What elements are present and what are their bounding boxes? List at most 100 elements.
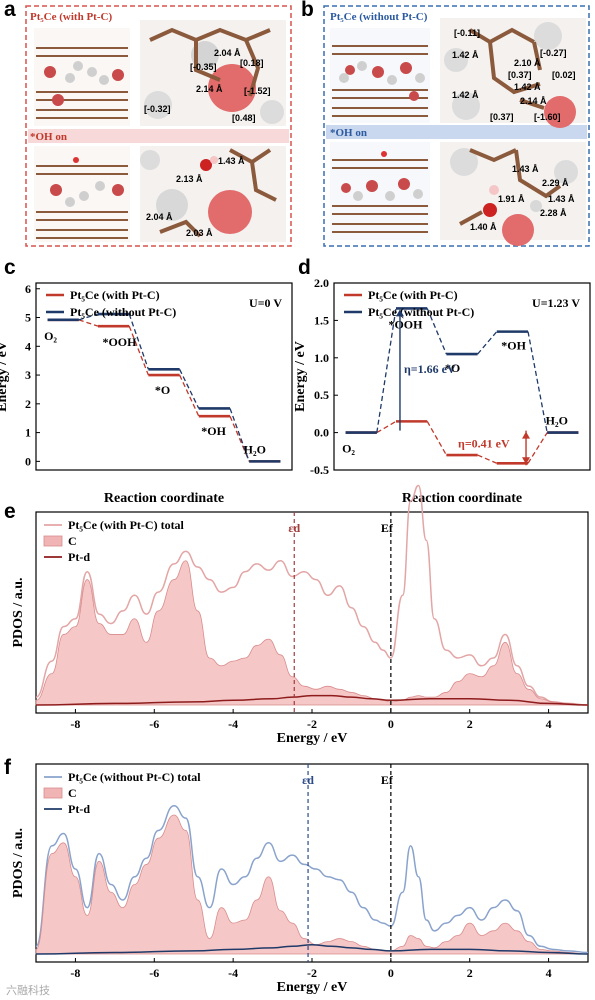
chart-f-series-2-line	[35, 943, 589, 955]
panel-a-value-9: 2.13 Å	[176, 174, 203, 184]
panel-a-top-label: Pt₅Ce (with Pt-C)	[30, 11, 112, 23]
panel-b-value-14: 1.43 Å	[548, 194, 575, 204]
panel-b-band	[326, 125, 587, 139]
chart-c-legend-label-0: Pt₅Ce (with Pt-C)	[70, 288, 160, 302]
chart-d-step-label-4: H₂O	[546, 414, 568, 428]
panel-a-value-2: [-0.35]	[190, 62, 217, 72]
chart-e-series-0-line	[35, 484, 589, 706]
chart-c-ylabel: Energy / eV	[0, 341, 10, 412]
chart-e-legend-label-0: Pt₅Ce (with Pt-C) total	[68, 518, 185, 532]
panel-b-top-label: Pt₅Ce (without Pt-C)	[330, 11, 428, 23]
chart-c-series1-connector-0	[78, 313, 99, 321]
chart-d-series0-connector-3	[527, 432, 548, 464]
panel-b-value-10: [0.37]	[490, 112, 514, 122]
chart-d-legend-label-0: Pt₅Ce (with Pt-C)	[368, 288, 458, 302]
panel-b-value-15: 2.28 Å	[540, 208, 567, 218]
chart-c-step-label-1: *OOH	[102, 335, 137, 349]
panel-letter-f: f	[4, 756, 12, 779]
chart-f-ef-label: Ef	[381, 773, 394, 787]
chart-e-ed-label: εd	[288, 521, 300, 535]
chart-d-eta2-label: η=0.41 eV	[458, 437, 510, 451]
chart-d-frame	[333, 282, 591, 471]
chart-c-ytick-label-3: 3	[25, 368, 31, 382]
chart-d-step-label-1: *OOH	[388, 317, 423, 331]
chart-c-ytick-label-0: 0	[25, 454, 31, 468]
chart-f-xtick-label-2: -4	[228, 966, 238, 980]
chart-d-eta1-label: η=1.66 eV	[404, 362, 456, 376]
chart-d-condition: U=1.23 V	[532, 296, 580, 310]
chart-c-step-label-3: *OH	[201, 424, 226, 438]
chart-d-eta1-arrowhead	[395, 309, 404, 317]
panel-a-value-11: 2.03 Å	[186, 228, 213, 238]
panel-a-value-1: 2.04 Å	[214, 48, 241, 58]
panel-b-top-structure	[330, 28, 430, 123]
chart-c-ytick-label-1: 1	[25, 426, 31, 440]
chart-f-xtick-label-0: -8	[70, 966, 80, 980]
chart-f-legend-label-1: C	[68, 786, 77, 800]
chart-f-xtick-label-6: 4	[546, 966, 552, 980]
panel-b-value-12: 1.43 Å	[512, 164, 539, 174]
chart-e-xtick-label-1: -6	[149, 717, 159, 731]
chart-d-series1-connector-1	[426, 308, 447, 355]
chart-e-ylabel: PDOS / a.u.	[11, 577, 26, 647]
chart-c-series1-connector-3	[229, 408, 250, 462]
chart-e-series-2-line	[35, 694, 589, 706]
chart-c-series0-connector-2	[179, 374, 200, 417]
chart-e-xtick-label-5: 2	[467, 717, 473, 731]
chart-f-ed-label: εd	[302, 773, 314, 787]
chart-e-legend-label-1: C	[68, 534, 77, 548]
panel-b-bottom-closeup: 1.43 Å 2.29 Å 1.43 Å 2.28 Å 1.91 Å 1.40 …	[440, 142, 586, 246]
panel-a-bottom-closeup: 1.43 Å 2.13 Å 2.04 Å 2.03 Å	[140, 146, 286, 242]
chart-e-xtick-label-2: -4	[228, 717, 238, 731]
chart-d-ytick-label-4: 1.5	[314, 313, 329, 327]
panel-b-value-8: 1.42 Å	[452, 90, 479, 100]
panel-a-top-closeup: 2.04 Å [-0.35] [0.18] [-1.52] [-0.32] [0…	[140, 20, 286, 126]
panel-b-bottom-structure	[330, 142, 430, 240]
panel-b-value-6: [0.02]	[552, 70, 576, 80]
panel-a-value-6: [0.48]	[232, 113, 256, 123]
chart-d-series1-connector-0	[376, 308, 397, 433]
panel-letter-e: e	[4, 500, 16, 523]
chart-d-step-label-0: O₂	[342, 442, 355, 456]
chart-c-step-label-4: H₂O	[244, 442, 266, 456]
chart-c-series1-connector-2	[179, 369, 200, 409]
chart-d-eta2-arrowhead-up	[522, 431, 531, 439]
chart-f-legend-label-0: Pt₅Ce (without Pt-C) total	[68, 770, 201, 784]
chart-e-xtick-label-3: -2	[307, 717, 317, 731]
chart-c-step-label-0: O₂	[44, 329, 57, 343]
chart-e-xtick-label-4: 0	[388, 717, 394, 731]
panel-b-value-1: [-0.11]	[454, 28, 480, 38]
chart-d: -0.5 0.0 0.5 1.0 1.5 2.0 Reaction coordinate En…	[293, 276, 591, 506]
panel-b-value-9: 2.14 Å	[520, 96, 547, 106]
chart-d-series0-connector-2	[477, 454, 498, 464]
chart-d-ytick-label-5: 2.0	[314, 276, 329, 290]
panel-letter-a: a	[4, 0, 16, 21]
panel-b-value-17: 1.40 Å	[470, 222, 497, 232]
panel-letter-b: b	[301, 0, 314, 21]
panel-b-value-3: 1.42 Å	[452, 50, 479, 60]
chart-c-series1-connector-1	[128, 313, 149, 370]
chart-c-ytick-label-5: 5	[25, 311, 31, 325]
panel-b-top-closeup: [-0.11] [-0.27] 1.42 Å 2.10 Å [0.37] [0.…	[440, 18, 586, 128]
panel-a-value-8: 1.43 Å	[218, 156, 245, 166]
chart-e-xtick-label-6: 4	[546, 717, 552, 731]
panel-letter-c: c	[4, 256, 16, 279]
chart-e: -8 -6 -4 -2 0 2 4 Energy / eV PDOS / a.u. εd Ef Pt₅…	[11, 484, 589, 746]
chart-d-step-label-3: *OH	[501, 339, 526, 353]
chart-c-ytick-label-4: 4	[25, 339, 31, 353]
chart-c-legend-label-1: Pt₅Ce (without Pt-C)	[70, 305, 176, 319]
chart-f-legend-label-2: Pt-d	[68, 802, 90, 816]
panel-b-value-2: [-0.27]	[540, 48, 567, 58]
chart-e-legend-swatch-1	[43, 535, 63, 547]
chart-e-legend-label-2: Pt-d	[68, 550, 90, 564]
chart-d-step-label-2: *O	[445, 361, 460, 375]
chart-f-xtick-label-4: 0	[388, 966, 394, 980]
chart-f-ylabel: PDOS / a.u.	[11, 828, 26, 898]
chart-c-xlabel: Reaction coordinate	[104, 491, 224, 506]
chart-c-series0-connector-1	[128, 325, 149, 376]
chart-f-xlabel: Energy / eV	[277, 980, 348, 995]
panel-a-mid-label: *OH on	[30, 131, 67, 143]
panel-a-value-5: [-0.32]	[144, 104, 171, 114]
chart-c-frame	[35, 282, 293, 471]
chart-f-series-1-area	[35, 814, 589, 955]
